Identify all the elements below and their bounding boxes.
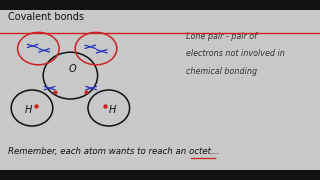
Bar: [0, 0, 320, 10]
Text: Remember, each atom wants to reach an octet...: Remember, each atom wants to reach an oc…: [8, 147, 219, 156]
Text: H: H: [109, 105, 116, 115]
Text: electrons not involved in: electrons not involved in: [186, 50, 284, 59]
Text: Covalent bonds: Covalent bonds: [8, 12, 84, 22]
Text: H: H: [24, 105, 32, 115]
Text: O: O: [68, 64, 76, 74]
Text: chemical bonding: chemical bonding: [186, 67, 257, 76]
Text: Lone pair - pair of: Lone pair - pair of: [186, 32, 257, 41]
Bar: [0, 170, 320, 180]
